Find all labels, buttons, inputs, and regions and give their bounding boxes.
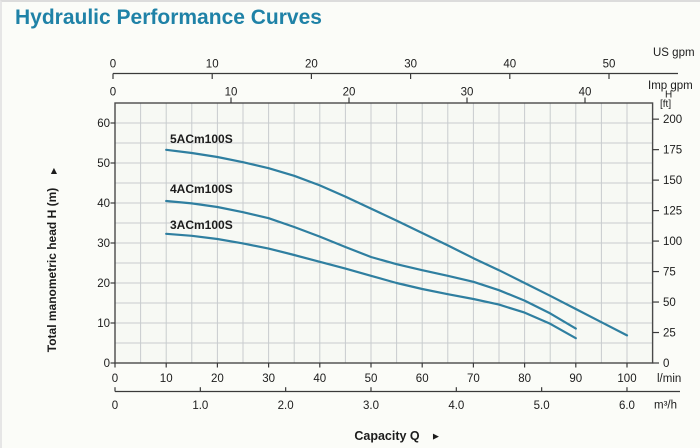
l-min-axis-label: l/min — [657, 373, 681, 385]
imp-gpm-tick-label: 40 — [579, 87, 592, 99]
head-m-tick-label: 30 — [97, 238, 110, 250]
l-min-tick-label: 10 — [160, 373, 173, 385]
m3h-tick-label: 4.0 — [448, 400, 464, 412]
m3h-tick-label: 1.0 — [192, 400, 208, 412]
head-ft-tick-label: 150 — [663, 175, 682, 187]
imp-gpm-tick-label: 10 — [225, 87, 238, 99]
head-m-tick-label: 20 — [97, 278, 110, 290]
us-gpm-tick-label: 10 — [206, 59, 219, 71]
plot-frame — [114, 102, 654, 364]
m3h-tick-label: 3.0 — [363, 400, 379, 412]
l-min-tick-label: 40 — [313, 373, 326, 385]
m3h-tick-label: 6.0 — [619, 400, 635, 412]
head-ft-tick-label: 100 — [663, 236, 682, 248]
head-ft-axis-label-unit: [ft] — [660, 99, 671, 110]
m3h-axis-label: m³/h — [654, 400, 677, 412]
l-min-tick-label: 20 — [211, 373, 224, 385]
head-ft-tick-label: 0 — [663, 358, 669, 370]
page-title: Hydraulic Performance Curves — [15, 6, 322, 29]
x-axis-right-arrow-icon: ► — [431, 432, 441, 443]
head-ft-tick-label: 25 — [663, 328, 676, 340]
x-axis-title: Capacity Q — [354, 429, 420, 443]
l-min-tick-label: 90 — [569, 373, 582, 385]
plot-area — [115, 103, 653, 363]
us-gpm-tick-label: 20 — [305, 59, 318, 71]
head-m-tick-label: 10 — [97, 318, 110, 330]
l-min-tick-label: 60 — [416, 373, 429, 385]
head-ft-tick-label: 175 — [663, 145, 682, 157]
curve-label-5ACm100S: 5ACm100S — [170, 132, 233, 146]
curve-3ACm100S — [165, 232, 577, 340]
m3h-tick-label: 0 — [112, 400, 118, 412]
head-m-tick-label: 60 — [97, 118, 110, 130]
head-m-tick-label: 50 — [97, 158, 110, 170]
head-ft-tick-label: 125 — [663, 206, 682, 218]
curve-5ACm100S — [165, 148, 629, 337]
l-min-tick-label: 30 — [262, 373, 275, 385]
m3h-tick-label: 2.0 — [278, 400, 294, 412]
head-ft-tick-label: 50 — [663, 297, 676, 309]
head-m-tick-label: 0 — [104, 358, 110, 370]
imp-gpm-tick-label: 0 — [110, 87, 116, 99]
y-axis-up-arrow-icon: ▲ — [49, 165, 59, 177]
y-axis-title: Total manometric head H (m) — [45, 188, 59, 352]
curve-4ACm100S — [165, 199, 577, 330]
m3h-tick-label: 5.0 — [534, 400, 550, 412]
curve-label-4ACm100S: 4ACm100S — [170, 182, 233, 196]
head-ft-tick-label: 75 — [663, 267, 676, 279]
us-gpm-tick-label: 40 — [503, 59, 516, 71]
l-min-tick-label: 100 — [617, 373, 636, 385]
imp-gpm-tick-label: 30 — [461, 87, 474, 99]
l-min-tick-label: 80 — [518, 373, 531, 385]
l-min-tick-label: 70 — [467, 373, 480, 385]
head-ft-axis-label-h: H — [665, 90, 672, 101]
l-min-tick-label: 0 — [112, 373, 118, 385]
curve-label-3ACm100S: 3ACm100S — [170, 218, 233, 232]
us-gpm-tick-label: 30 — [404, 59, 417, 71]
imp-gpm-axis-label: Imp gpm — [648, 80, 693, 92]
us-gpm-axis-label: US gpm — [653, 47, 695, 59]
imp-gpm-tick-label: 20 — [343, 87, 356, 99]
head-ft-tick-label: 200 — [663, 114, 682, 126]
us-gpm-tick-label: 50 — [603, 59, 616, 71]
us-gpm-tick-label: 0 — [110, 59, 116, 71]
head-m-tick-label: 40 — [97, 198, 110, 210]
l-min-tick-label: 50 — [365, 373, 378, 385]
